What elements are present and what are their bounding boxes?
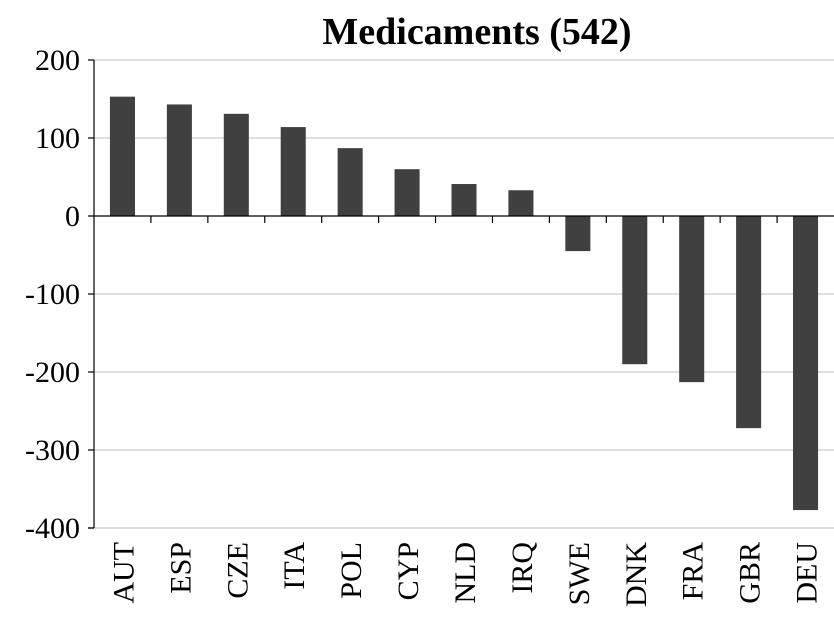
x-tick-label: DNK (620, 542, 653, 607)
x-tick-label: ESP (164, 542, 197, 594)
chart-title: Medicaments (542) (322, 11, 631, 53)
bars (109, 96, 819, 511)
x-tick-label: SWE (563, 542, 596, 605)
bar-esp (166, 104, 192, 216)
x-tick-label: CZE (221, 542, 254, 599)
bar-ita (280, 127, 306, 216)
bar-cze (223, 113, 249, 216)
bar-swe (565, 216, 591, 252)
y-tick-label: -400 (25, 512, 80, 545)
bar-irq (508, 190, 534, 216)
x-tick-label: FRA (677, 542, 710, 601)
x-tick-label: AUT (107, 542, 140, 604)
gridlines (94, 59, 834, 529)
y-tick-label: 200 (35, 44, 80, 77)
y-tick-label: 100 (35, 122, 80, 155)
bar-dnk (622, 216, 648, 365)
x-tick-labels: AUT ESP CZE ITA POL CYP NLD IRQ SWE DNK FRA GBR DEU (107, 542, 823, 607)
bar-aut (109, 96, 135, 216)
bar-nld (451, 184, 477, 216)
x-tick-label: DEU (791, 542, 824, 604)
y-tick-label: 0 (65, 200, 80, 233)
bar-cyp (394, 169, 420, 216)
y-tick-labels: 200 100 0 -100 -200 -300 -400 (25, 44, 94, 545)
bar-gbr (736, 216, 762, 429)
x-tick-label: POL (335, 542, 368, 599)
x-tick-label: CYP (392, 542, 425, 600)
x-tick-label: ITA (278, 542, 311, 590)
y-tick-label: -100 (25, 278, 80, 311)
x-tick-label: NLD (449, 542, 482, 604)
bar-pol (337, 148, 363, 216)
bar-deu (793, 216, 819, 511)
x-tick-label: IRQ (506, 542, 539, 594)
bar-fra (679, 216, 705, 383)
x-tick-label: GBR (734, 542, 767, 604)
y-tick-label: -300 (25, 434, 80, 467)
y-tick-label: -200 (25, 356, 80, 389)
